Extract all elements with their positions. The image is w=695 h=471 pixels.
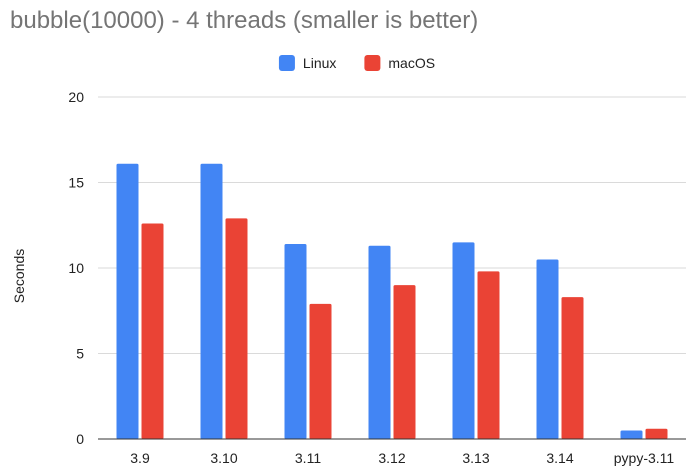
y-axis-ticks: 0 5 10 15 20	[68, 89, 84, 447]
bars	[116, 163, 668, 439]
bar-linux-3.12[interactable]	[368, 245, 391, 439]
legend-item-linux[interactable]: Linux	[278, 55, 336, 71]
bar-macos-3.14[interactable]	[561, 297, 584, 439]
x-axis-ticks: 3.9 3.10 3.11 3.12 3.13 3.14 pypy-3.11	[130, 450, 674, 466]
bar-linux-3.13[interactable]	[452, 242, 475, 439]
y-tick-label: 15	[68, 175, 84, 191]
x-tick-label: 3.11	[295, 450, 321, 466]
chart-title: bubble(10000) - 4 threads (smaller is be…	[10, 7, 478, 34]
y-tick-label: 5	[76, 346, 84, 362]
legend-label: Linux	[303, 55, 336, 71]
bar-linux-3.10[interactable]	[200, 163, 223, 439]
gridlines	[98, 96, 686, 354]
bar-linux-3.11[interactable]	[284, 244, 307, 439]
legend-item-macos[interactable]: macOS	[364, 55, 435, 71]
x-tick-label: pypy-3.11	[614, 450, 675, 466]
x-tick-label: 3.12	[378, 450, 405, 466]
x-tick-label: 3.10	[210, 450, 237, 466]
legend-swatch	[278, 55, 295, 71]
x-tick-label: 3.13	[462, 450, 489, 466]
legend[interactable]: Linux macOS	[278, 55, 435, 71]
bar-macos-3.12[interactable]	[393, 285, 416, 439]
bar-linux-pypy-3.11[interactable]	[620, 430, 643, 439]
x-tick-label: 3.14	[546, 450, 573, 466]
bar-linux-3.9[interactable]	[116, 163, 139, 439]
legend-label: macOS	[388, 55, 435, 71]
bar-macos-3.9[interactable]	[141, 223, 164, 439]
y-axis-title: Seconds	[11, 249, 27, 303]
legend-swatch	[364, 55, 381, 71]
bar-macos-3.11[interactable]	[309, 303, 332, 439]
bar-macos-3.13[interactable]	[477, 271, 500, 439]
bar-macos-pypy-3.11[interactable]	[645, 428, 668, 439]
y-tick-label: 20	[68, 89, 84, 105]
bar-linux-3.14[interactable]	[536, 259, 559, 439]
x-tick-label: 3.9	[130, 450, 150, 466]
y-tick-label: 0	[76, 431, 84, 447]
bar-macos-3.10[interactable]	[225, 218, 248, 439]
y-tick-label: 10	[68, 260, 84, 276]
